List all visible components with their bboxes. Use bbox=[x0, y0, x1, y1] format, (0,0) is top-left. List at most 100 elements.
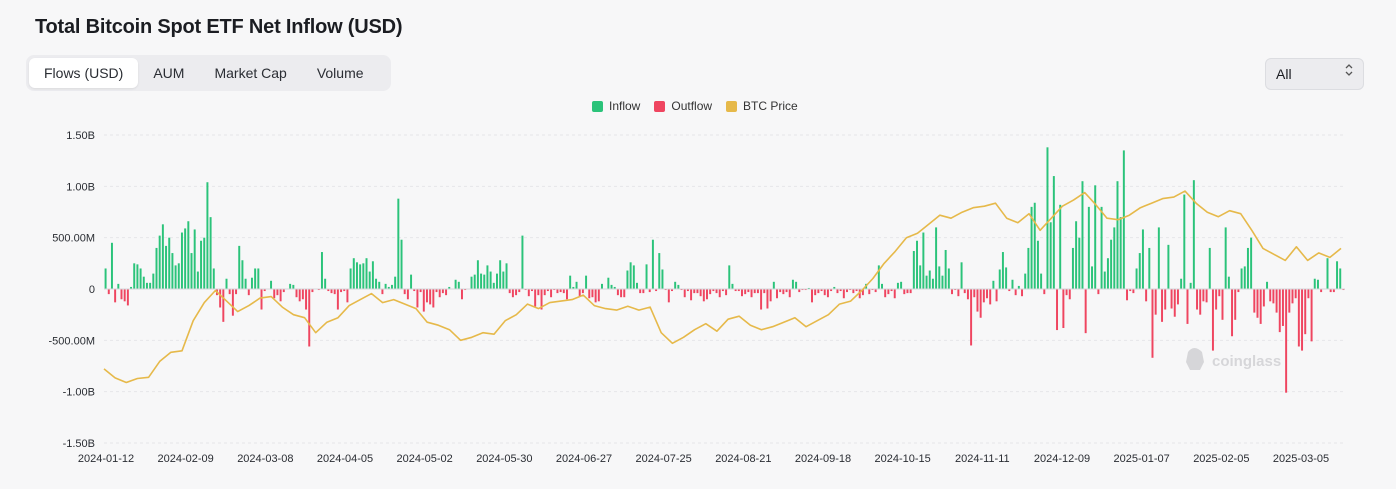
outflow-bar bbox=[336, 289, 339, 310]
tab-flows[interactable]: Flows (USD) bbox=[29, 58, 139, 88]
inflow-bar bbox=[607, 277, 610, 289]
legend-btc-price[interactable]: BTC Price bbox=[726, 99, 798, 113]
inflow-bar bbox=[104, 268, 107, 289]
range-select[interactable]: All bbox=[1265, 58, 1364, 90]
inflow-bar bbox=[505, 263, 508, 289]
y-tick-label: 500.00M bbox=[52, 233, 95, 245]
inflow-bar bbox=[448, 286, 451, 289]
inflow-bar bbox=[254, 268, 257, 289]
inflow-bar bbox=[807, 287, 810, 289]
inflow-bar bbox=[674, 281, 677, 289]
tab-aum[interactable]: AUM bbox=[153, 65, 185, 81]
inflow-bar bbox=[772, 281, 775, 289]
outflow-bar bbox=[836, 289, 839, 294]
inflow-bar bbox=[410, 274, 413, 289]
outflow-bar bbox=[858, 289, 861, 299]
outflow-bar bbox=[518, 289, 521, 293]
outflow-bar bbox=[756, 289, 759, 294]
inflow-bar bbox=[250, 277, 253, 289]
inflow-bar bbox=[352, 258, 355, 289]
outflow-bar bbox=[1176, 289, 1179, 305]
inflow-bar bbox=[1040, 273, 1043, 289]
outflow-bar bbox=[760, 289, 763, 310]
outflow-bar bbox=[445, 289, 448, 296]
inflow-bar bbox=[152, 273, 155, 289]
outflow-bar bbox=[1253, 289, 1256, 313]
legend-outflow[interactable]: Outflow bbox=[654, 99, 712, 113]
outflow-bar bbox=[1237, 289, 1240, 293]
inflow-bar bbox=[1250, 237, 1253, 289]
inflow-bar bbox=[145, 282, 148, 289]
inflow-bar bbox=[1078, 237, 1081, 289]
outflow-bar bbox=[524, 289, 527, 291]
inflow-bar bbox=[161, 224, 164, 289]
outflow-bar bbox=[852, 289, 855, 294]
outflow-bar bbox=[1164, 289, 1167, 310]
y-tick-label: -1.50B bbox=[63, 438, 95, 450]
outflow-bar bbox=[741, 289, 743, 297]
inflow-bar bbox=[362, 263, 365, 289]
outflow-bar bbox=[776, 289, 778, 299]
outflow-bar bbox=[333, 289, 336, 295]
outflow-bar bbox=[820, 289, 823, 292]
outflow-bar bbox=[1301, 289, 1304, 351]
outflow-bar bbox=[1281, 289, 1284, 326]
inflow-bar bbox=[180, 232, 183, 289]
outflow-bar bbox=[884, 289, 887, 298]
inflow-bar bbox=[925, 275, 928, 289]
outflow-bar bbox=[597, 289, 600, 302]
inflow-bar bbox=[941, 275, 944, 289]
inflow-bar bbox=[355, 262, 358, 289]
inflow-bar bbox=[390, 284, 393, 289]
outflow-bar bbox=[846, 289, 848, 293]
outflow-bar bbox=[308, 289, 311, 347]
inflow-bar bbox=[365, 258, 368, 289]
legend-inflow[interactable]: Inflow bbox=[592, 99, 640, 113]
inflow-bar bbox=[1100, 206, 1103, 289]
inflow-bar bbox=[196, 271, 199, 289]
outflow-bar bbox=[527, 289, 530, 297]
outflow-bar bbox=[779, 289, 782, 293]
outflow-bar bbox=[709, 289, 712, 295]
inflow-bar bbox=[833, 286, 836, 289]
inflow-bar bbox=[378, 281, 381, 289]
inflow-bar bbox=[496, 273, 498, 289]
inflow-bar bbox=[1141, 229, 1144, 289]
tab-volume[interactable]: Volume bbox=[316, 65, 364, 81]
outflow-bar bbox=[327, 289, 330, 292]
outflow-bar bbox=[671, 289, 673, 292]
outflow-bar bbox=[1008, 289, 1011, 292]
outflow-bar bbox=[222, 289, 225, 322]
inflow-bar bbox=[394, 276, 397, 289]
outflow-bar bbox=[581, 289, 584, 294]
inflow-bar bbox=[212, 268, 215, 289]
outflow-bar bbox=[298, 289, 301, 302]
outflow-bar bbox=[1084, 289, 1087, 334]
inflow-bar bbox=[193, 229, 196, 289]
outflow-bar bbox=[263, 289, 266, 292]
outflow-bar bbox=[887, 289, 890, 295]
inflow-bar bbox=[1030, 206, 1033, 289]
x-tick-label: 2024-10-15 bbox=[875, 453, 931, 465]
outflow-bar bbox=[343, 289, 346, 292]
outflow-bar bbox=[594, 289, 597, 303]
inflow-bar bbox=[575, 281, 578, 289]
outflow-bar bbox=[515, 289, 518, 296]
inflow-bar bbox=[1326, 258, 1329, 289]
outflow-bar bbox=[429, 289, 432, 305]
inflow-bar bbox=[1027, 247, 1030, 289]
outflow-bar bbox=[578, 289, 581, 297]
outflow-bar bbox=[419, 289, 422, 293]
outflow-bar bbox=[511, 289, 514, 298]
outflow-bar bbox=[260, 289, 263, 310]
tab-market-cap[interactable]: Market Cap bbox=[214, 65, 287, 81]
inflow-bar bbox=[1122, 150, 1125, 289]
outflow-bar bbox=[976, 289, 979, 312]
inflow-bar bbox=[177, 263, 180, 289]
inflow-bar bbox=[149, 282, 152, 289]
outflow-bar bbox=[1196, 289, 1199, 310]
outflow-bar bbox=[1065, 289, 1068, 296]
outflow-bar bbox=[750, 289, 753, 298]
outflow-bar bbox=[534, 289, 537, 307]
inflow-bar bbox=[1148, 247, 1151, 289]
